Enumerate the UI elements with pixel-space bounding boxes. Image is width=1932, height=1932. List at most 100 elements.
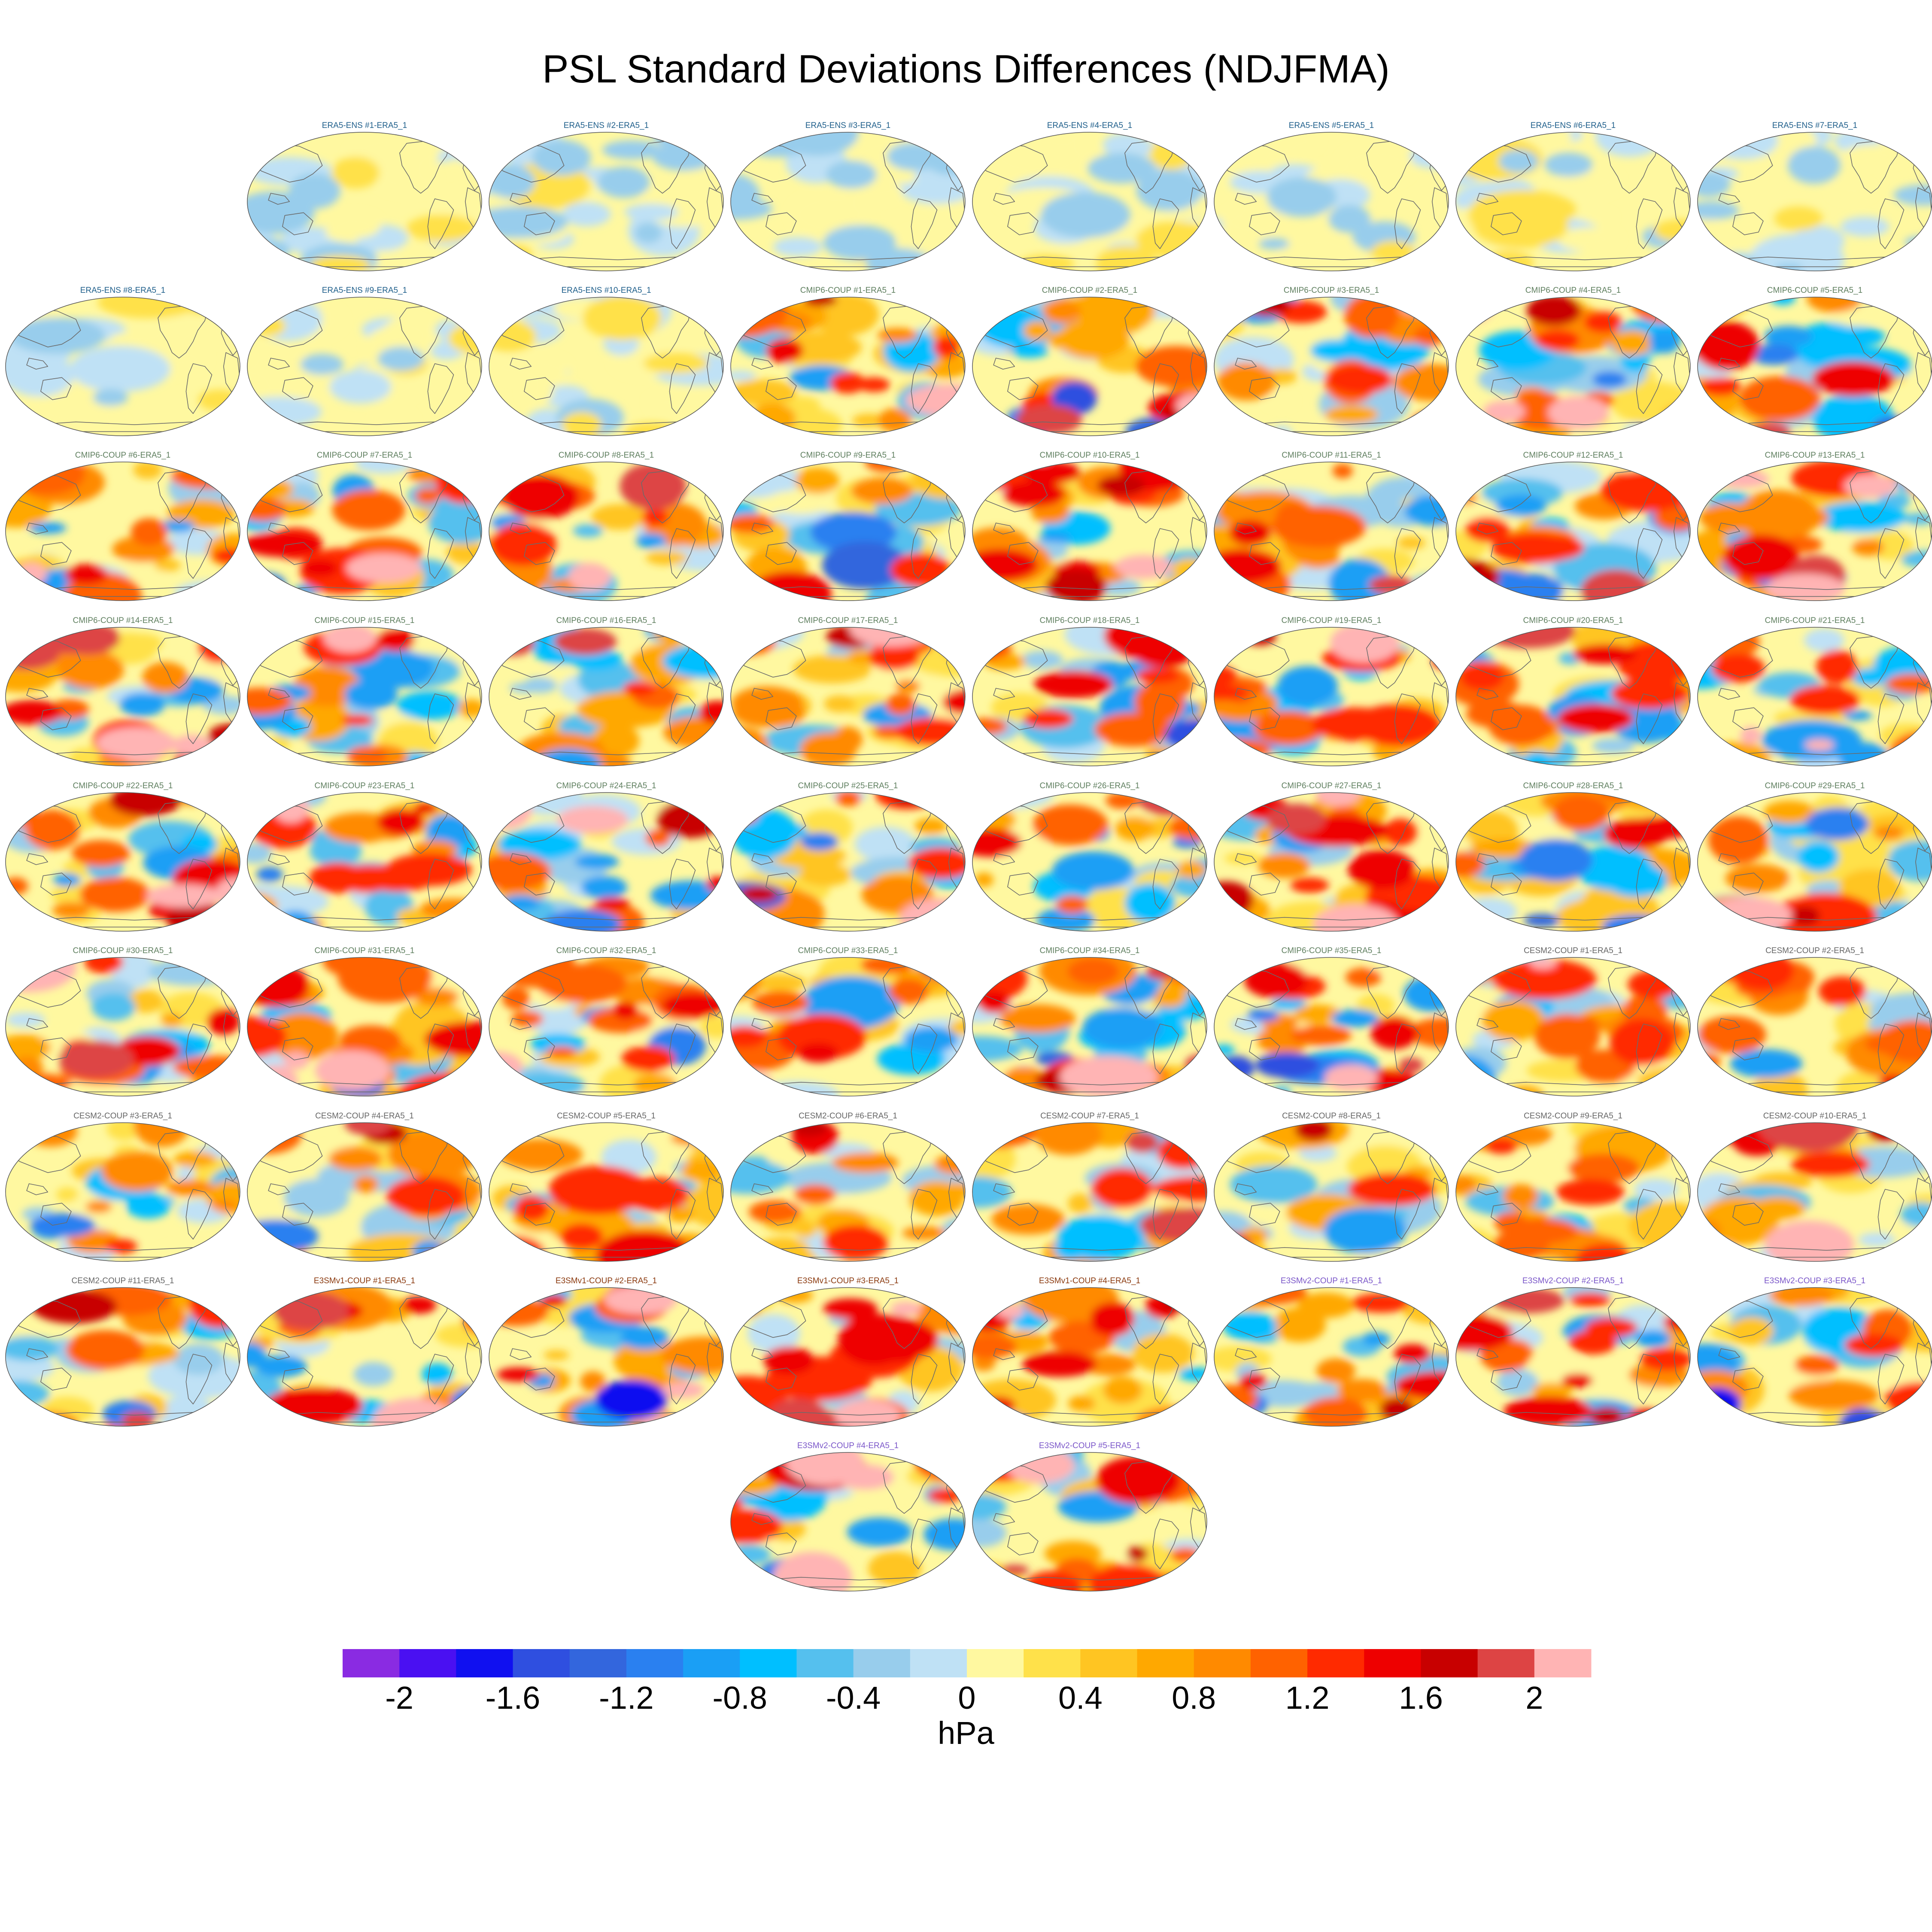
map-panel: E3SMv2-COUP #2-ERA5_1 [1455,1276,1691,1427]
coastline [1491,212,1522,235]
anomaly-blob [1873,416,1918,436]
anomaly-blob [1328,559,1391,601]
map-panel: CMIP6-COUP #16-ERA5_1 [489,616,724,766]
anomaly-blob [847,1517,912,1546]
anomaly-blob [489,627,535,651]
anomaly-blob [1816,650,1858,684]
anomaly-blob [1730,1049,1803,1078]
anomaly-blob [1749,344,1799,365]
coastline [751,1018,774,1030]
anomaly-blob [1178,1367,1207,1381]
coastline [524,872,555,896]
coastline [704,319,723,356]
anomaly-blob [1670,630,1690,653]
anomaly-blob [344,1123,391,1136]
panel-title: CESM2-COUP #9-ERA5_1 [1524,1112,1622,1121]
coastline [26,1018,49,1030]
anomaly-blob [497,1367,540,1382]
anomaly-blob [96,727,176,759]
coastline [993,1018,1015,1030]
anomaly-blob [272,911,319,931]
coastline [1007,1367,1039,1391]
coastline [1913,483,1932,521]
anomaly-blob [777,1014,867,1060]
anomaly-blob [1498,573,1564,601]
anomaly-blob [1707,132,1778,160]
anomaly-blob [462,1308,482,1334]
anomaly-blob [890,1302,922,1315]
anomaly-blob [1624,1407,1667,1426]
map-panel: ERA5-ENS #3-ERA5_1 [730,121,966,271]
coastline [1636,198,1663,249]
anomaly-blob [445,462,482,489]
anomaly-blob [1060,1056,1157,1096]
anomaly-blob [662,1382,704,1398]
anomaly-blob [1124,883,1176,923]
anomaly-blob [1277,666,1338,706]
anomaly-blob [419,564,448,581]
coastline [1718,1018,1741,1030]
anomaly-blob [348,1233,455,1261]
coastline [1718,1348,1741,1360]
coastline [1491,377,1522,400]
coastline [1235,193,1257,205]
coastline [1732,1203,1764,1226]
coastline [185,1024,213,1075]
panel-title: CESM2-COUP #11-ERA5_1 [71,1276,174,1285]
anomaly-blob [159,519,195,532]
panel-title: E3SMv1-COUP #3-ERA5_1 [797,1276,899,1285]
coastline [1152,528,1179,579]
panel-title: CMIP6-COUP #23-ERA5_1 [314,781,414,790]
anomaly-blob [1057,1215,1143,1261]
anomaly-blob [1765,1221,1854,1261]
panel-title: CMIP6-COUP #33-ERA5_1 [798,946,898,955]
coastline [1718,193,1741,205]
anomaly-blob [58,1040,134,1078]
panel-title: ERA5-ENS #7-ERA5_1 [1772,121,1858,130]
anomaly-blob [1662,132,1690,146]
anomaly-blob [493,1230,559,1261]
anomaly-blob [888,978,929,1004]
anomaly-blob [1095,246,1156,271]
anomaly-blob [1456,1227,1498,1261]
anomaly-blob [328,212,381,239]
anomaly-blob [914,1452,965,1482]
coastline [1249,1037,1280,1060]
anomaly-blob [1393,364,1449,401]
anomaly-blob [624,422,680,436]
anomaly-blob [732,1301,760,1316]
anomaly-blob [1456,1244,1490,1261]
anomaly-blob [501,894,541,911]
anomaly-blob [1790,906,1820,926]
anomaly-blob [352,649,434,688]
anomaly-blob [972,718,1007,735]
anomaly-blob [1789,685,1860,715]
anomaly-blob [1457,304,1492,319]
anomaly-blob [1902,513,1932,525]
anomaly-blob [1879,753,1929,766]
panel-title: CMIP6-COUP #14-ERA5_1 [73,616,173,625]
anomaly-blob [620,462,687,510]
anomaly-blob [1005,1452,1075,1483]
anomaly-blob [1157,1135,1207,1170]
anomaly-blob [1492,1230,1549,1261]
anomaly-blob [148,958,235,986]
anomaly-blob [1731,957,1794,991]
coastline [1188,814,1207,851]
anomaly-blob [1015,404,1082,435]
panel-title: CMIP6-COUP #15-ERA5_1 [314,616,414,625]
coastline [185,693,213,744]
anomaly-blob [247,964,310,1008]
coastline [268,358,290,370]
panel-title: CMIP6-COUP #16-ERA5_1 [556,616,656,625]
anomaly-blob [580,876,627,899]
coastline [704,979,723,1016]
coastline [1249,1367,1280,1391]
coastline [26,358,49,370]
coastline [1394,198,1421,249]
anomaly-blob [1065,132,1091,145]
anomaly-blob [562,202,611,227]
map-border [489,627,724,766]
panel-title: CESM2-COUP #2-ERA5_1 [1765,946,1864,955]
coastline [993,358,1015,370]
